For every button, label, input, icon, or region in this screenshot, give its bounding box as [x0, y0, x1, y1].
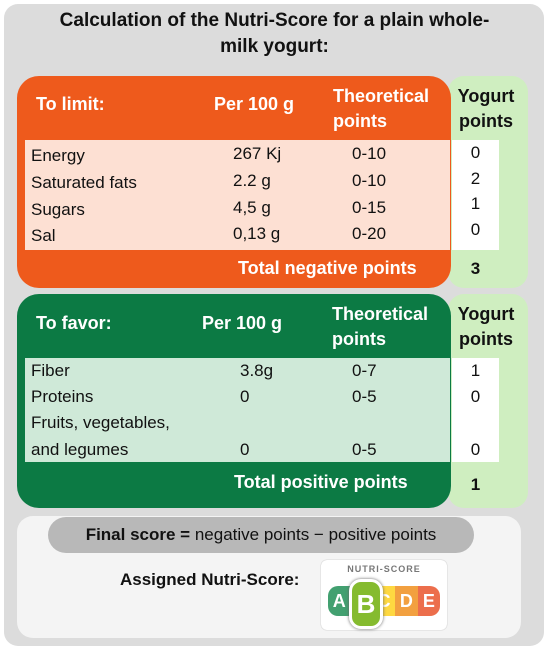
theoretical-range: 0-15 — [352, 198, 387, 217]
nutri-score-bar: A B C D E — [328, 586, 440, 616]
col-header-theoretical-negative: Theoretical points — [333, 86, 430, 131]
section-label-limit: To limit: — [36, 94, 105, 114]
nutrient-name: Saturated fats — [31, 173, 137, 192]
yogurt-points: 2 — [470, 169, 481, 188]
nutrient-name-line-2: and legumes — [31, 440, 129, 459]
nutri-score-letter-e: E — [417, 586, 440, 616]
yogurt-points: 0 — [470, 387, 481, 406]
negative-rows-area — [25, 140, 450, 250]
positive-yogurt-cells — [452, 358, 499, 462]
final-score-formula-text: negative points − positive points — [190, 525, 437, 544]
section-label-favor: To favor: — [36, 313, 112, 333]
theoretical-range: 0-10 — [352, 144, 387, 163]
nutrient-amount: 4,5 g — [233, 198, 271, 217]
nutrient-amount: 3.8g — [240, 361, 274, 380]
yogurt-points: 1 — [470, 361, 481, 380]
nutrient-amount: 0,13 g — [233, 224, 281, 243]
nutri-score-letter-d: D — [395, 586, 418, 616]
yogurt-points: 1 — [470, 194, 481, 213]
nutri-score-selected-grade: B — [349, 579, 383, 629]
total-positive-label: Total positive points — [234, 472, 408, 492]
theoretical-range: 0-5 — [352, 387, 377, 406]
nutrient-name-line-1: Fruits, vegetables, — [31, 413, 170, 432]
nutrient-name: Fiber — [31, 361, 70, 380]
nutrient-name: Proteins — [31, 387, 94, 406]
final-score-label: Final score = — [85, 525, 191, 544]
negative-yogurt-cells — [452, 140, 499, 250]
nutri-score-letter-a: A — [328, 586, 351, 616]
theoretical-range: 0-7 — [352, 361, 377, 380]
assigned-nutriscore-label: Assigned Nutri-Score: — [120, 570, 300, 589]
positive-rows-area — [25, 358, 450, 462]
total-negative-value: 3 — [470, 259, 481, 278]
yogurt-points: 0 — [470, 143, 481, 162]
col-header-per100-negative: Per 100 g — [214, 94, 295, 114]
total-negative-label: Total negative points — [238, 258, 417, 278]
final-score-formula: Final score = negative points − positive… — [48, 517, 474, 553]
nutrient-amount: 0 — [240, 387, 250, 406]
theoretical-range: 0-10 — [352, 171, 387, 190]
col-header-per100-positive: Per 100 g — [202, 313, 283, 333]
yogurt-points: 0 — [470, 220, 481, 239]
theoretical-range: 0-5 — [352, 440, 377, 459]
title-line-1: Calculation of the Nutri-Score for a pla… — [59, 10, 490, 31]
nutri-score-title: NUTRI-SCORE — [347, 564, 421, 574]
nutrient-name: Sal — [31, 226, 56, 245]
title-line-2: milk yogurt: — [220, 36, 329, 57]
nutrient-amount: 2.2 g — [233, 171, 271, 190]
nutrient-name: Sugars — [31, 200, 85, 219]
nutrient-amount: 0 — [240, 440, 250, 459]
theoretical-range: 0-20 — [352, 224, 387, 243]
page-title: Calculation of the Nutri-Score for a pla… — [0, 8, 549, 60]
nutrient-amount: 267 Kj — [233, 144, 282, 163]
col-header-yogurt-negative: Yogurt points — [457, 86, 515, 131]
nutrient-name: Energy — [31, 146, 85, 165]
total-positive-value: 1 — [470, 475, 481, 494]
col-header-theoretical-positive: Theoretical points — [332, 304, 429, 349]
col-header-yogurt-positive: Yogurt points — [457, 304, 515, 349]
nutri-score-logo: NUTRI-SCORE A B C D E B — [321, 560, 447, 630]
yogurt-points: 0 — [470, 440, 481, 459]
